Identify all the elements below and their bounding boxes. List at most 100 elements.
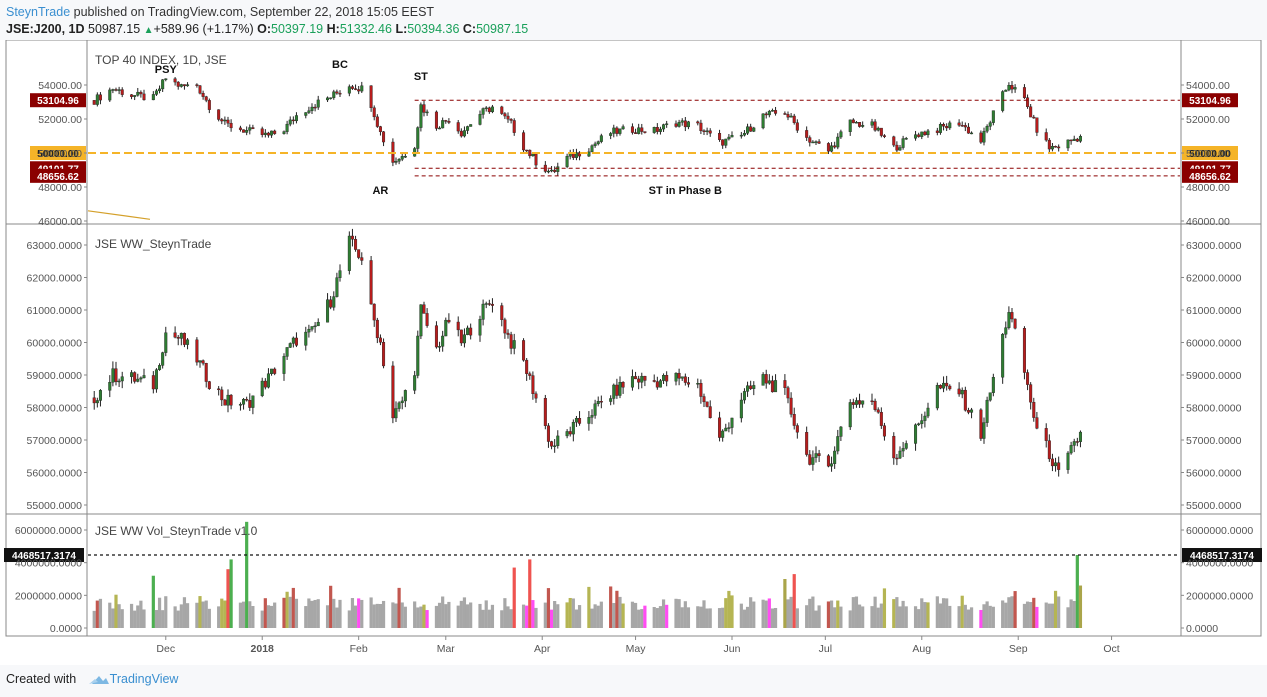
candle-body bbox=[618, 128, 622, 134]
candle-body bbox=[892, 136, 896, 146]
candle-body bbox=[699, 383, 703, 397]
candle-body bbox=[923, 415, 927, 421]
candle-body bbox=[360, 257, 364, 261]
candle-body bbox=[469, 124, 473, 127]
candle-body bbox=[350, 235, 354, 240]
candle-body bbox=[783, 113, 787, 115]
author-link[interactable]: SteynTrade bbox=[6, 5, 71, 19]
volume-bar bbox=[836, 600, 840, 628]
volume-bar bbox=[133, 610, 137, 628]
volume-bar bbox=[425, 610, 429, 628]
volume-bar bbox=[1029, 602, 1033, 628]
candle-body bbox=[1007, 85, 1011, 91]
candle-body bbox=[108, 382, 112, 391]
candle-body bbox=[904, 138, 908, 140]
candle-body bbox=[935, 385, 939, 409]
candle-body bbox=[839, 131, 843, 138]
volume-bar bbox=[204, 600, 208, 628]
candle-body bbox=[565, 156, 569, 167]
volume-bar bbox=[1075, 555, 1079, 628]
candle-body bbox=[369, 260, 373, 305]
candle-body bbox=[316, 99, 320, 108]
volume-bar bbox=[1013, 591, 1017, 628]
volume-bar bbox=[531, 600, 535, 628]
candle-body bbox=[826, 455, 830, 467]
candle-body bbox=[988, 122, 992, 127]
candle-body bbox=[752, 385, 756, 389]
candle-body bbox=[207, 100, 211, 110]
volume-bar bbox=[260, 610, 264, 628]
level-label-left: 48656.62 bbox=[37, 172, 79, 183]
volume-bar bbox=[201, 601, 205, 628]
created-label: Created with bbox=[6, 672, 77, 686]
volume-bar bbox=[157, 597, 162, 628]
volume-bar bbox=[966, 609, 971, 628]
candle-body bbox=[826, 143, 830, 152]
candle-body bbox=[792, 115, 796, 123]
candle-body bbox=[139, 91, 143, 95]
volume-bar bbox=[512, 567, 516, 628]
volume-bar bbox=[95, 600, 99, 628]
volume-bar bbox=[873, 596, 877, 628]
volume-bar bbox=[490, 604, 495, 628]
wyckoff-annotation: ST bbox=[414, 71, 428, 83]
wyckoff-annotation: ST in Phase B bbox=[649, 185, 722, 197]
candle-body bbox=[817, 141, 821, 144]
volume-bar bbox=[251, 606, 255, 628]
volume-bar bbox=[338, 599, 342, 628]
candle-body bbox=[378, 126, 382, 132]
candle-body bbox=[789, 397, 793, 415]
volume-bar bbox=[1022, 603, 1027, 628]
candle-body bbox=[307, 110, 311, 113]
candle-body bbox=[718, 417, 722, 438]
candle-body bbox=[556, 166, 560, 172]
volume-bar bbox=[525, 605, 529, 628]
candle-body bbox=[817, 453, 821, 456]
candle-body bbox=[938, 385, 942, 389]
candle-body bbox=[357, 249, 361, 258]
created-with: Created with TradingView bbox=[6, 672, 178, 686]
candle-body bbox=[347, 235, 351, 271]
candle-body bbox=[861, 400, 865, 405]
candle-body bbox=[462, 334, 466, 344]
y-tick-label-right: 6000000.0000 bbox=[1186, 525, 1253, 537]
candle-body bbox=[686, 382, 690, 385]
candle-body bbox=[1013, 87, 1017, 90]
candle-body bbox=[288, 343, 292, 348]
volume-bar bbox=[814, 610, 818, 628]
candle-body bbox=[643, 375, 647, 381]
candle-body bbox=[764, 374, 768, 384]
candle-body bbox=[774, 110, 778, 114]
candle-body bbox=[898, 450, 902, 459]
candle-body bbox=[114, 89, 118, 91]
candle-body bbox=[130, 94, 134, 97]
volume-bar bbox=[447, 601, 451, 628]
volume-bar bbox=[829, 600, 834, 628]
candle-body bbox=[1069, 139, 1073, 142]
candle-body bbox=[164, 332, 168, 353]
candle-body bbox=[326, 299, 330, 323]
candle-body bbox=[1001, 334, 1005, 378]
volume-bar bbox=[683, 601, 687, 628]
volume-bar bbox=[658, 606, 663, 628]
tradingview-link[interactable]: TradingView bbox=[109, 672, 179, 686]
volume-bar bbox=[151, 575, 155, 628]
chart-header: SteynTrade published on TradingView.com,… bbox=[0, 0, 1267, 40]
candle-body bbox=[854, 122, 858, 124]
candle-body bbox=[786, 114, 790, 118]
candle-body bbox=[506, 332, 510, 335]
volume-bar bbox=[111, 608, 115, 628]
y-tick-label-right: 46000.00 bbox=[1186, 216, 1230, 228]
candle-body bbox=[746, 126, 750, 134]
volume-bar bbox=[288, 596, 292, 628]
level-label-right: 53104.96 bbox=[1189, 96, 1231, 107]
candle-body bbox=[375, 319, 379, 339]
candle-body bbox=[238, 404, 242, 406]
candle-body bbox=[1050, 146, 1054, 150]
chart-area[interactable]: 53104.9653104.9650000.0050000.0049101.77… bbox=[0, 40, 1267, 665]
candle-body bbox=[630, 376, 634, 388]
candle-body bbox=[263, 132, 267, 135]
candle-body bbox=[615, 127, 619, 134]
candle-body bbox=[795, 122, 799, 131]
candle-body bbox=[506, 115, 510, 120]
